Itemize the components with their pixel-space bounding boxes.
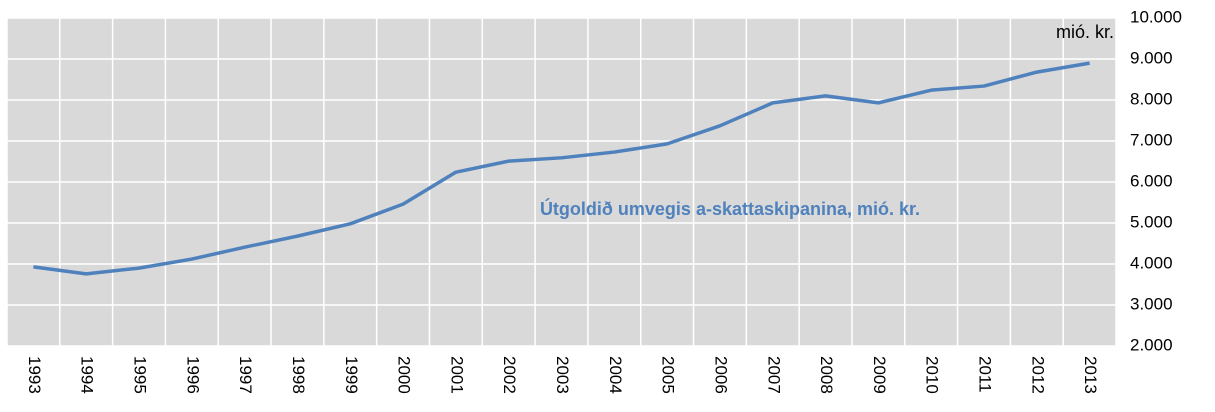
- y-tick-label: 7.000: [1130, 130, 1173, 149]
- x-tick-label: 1999: [342, 356, 361, 394]
- y-tick-label: 6.000: [1130, 171, 1173, 190]
- x-tick-label: 1995: [131, 356, 150, 394]
- x-tick-label: 1997: [236, 356, 255, 394]
- data-line: [33, 61, 1090, 276]
- x-tick-label: 1993: [25, 356, 44, 394]
- x-tick-label: 2005: [659, 356, 678, 394]
- x-tick-label: 1998: [289, 356, 308, 394]
- x-tick-label: 2012: [1028, 356, 1047, 394]
- x-tick-label: 2002: [500, 356, 519, 394]
- unit-label: mió. kr.: [1056, 22, 1114, 42]
- x-tick-label: 2004: [606, 356, 625, 394]
- x-tick-label: 2011: [975, 356, 994, 393]
- annotation: Útgoldið umvegis a-skattaskipanina, mió.…: [540, 198, 920, 219]
- y-tick-label: 3.000: [1130, 294, 1173, 313]
- x-tick-label: 2006: [711, 356, 730, 394]
- x-tick-label: 2009: [870, 356, 889, 394]
- y-tick-label: 10.000: [1130, 7, 1182, 26]
- y-tick-label: 9.000: [1130, 48, 1173, 67]
- x-tick-label: 2010: [923, 356, 942, 394]
- y-tick-label: 2.000: [1130, 335, 1173, 354]
- x-tick-label: 1994: [78, 356, 97, 394]
- x-tick-label: 2008: [817, 356, 836, 394]
- x-tick-label: 2000: [395, 356, 414, 394]
- x-tick-label: 2013: [1081, 356, 1100, 394]
- x-tick-label: 2007: [764, 356, 783, 394]
- x-tick-label: 2001: [447, 356, 466, 394]
- x-tick-label: 1996: [183, 356, 202, 394]
- y-tick-label: 4.000: [1130, 253, 1173, 272]
- y-tick-label: 5.000: [1130, 212, 1173, 231]
- y-tick-label: 8.000: [1130, 89, 1173, 108]
- plot-area: [6, 17, 1117, 347]
- x-tick-label: 2003: [553, 356, 572, 394]
